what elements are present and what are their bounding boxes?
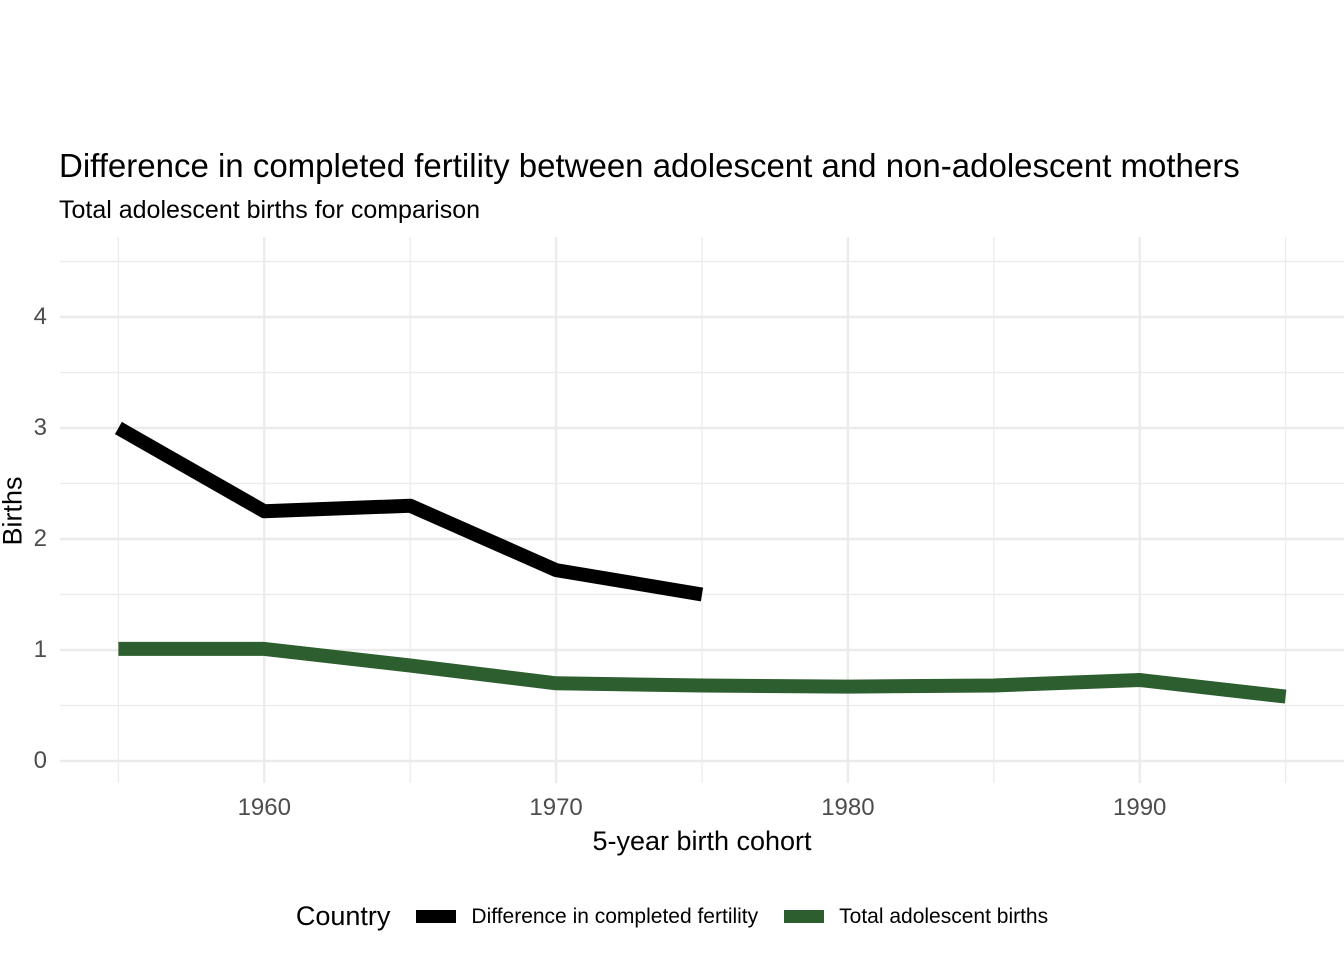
- x-tick-label: 1970: [529, 794, 583, 821]
- y-tick-label: 2: [33, 525, 47, 552]
- plot-area: [60, 237, 1344, 783]
- series-lines: [114, 421, 1287, 704]
- y-tick-label: 4: [33, 303, 47, 330]
- x-tick-label: 1990: [1113, 794, 1167, 821]
- y-axis-title: Births: [0, 476, 28, 546]
- legend-item: Difference in completed fertility: [416, 905, 758, 929]
- chart-title: Difference in completed fertility betwee…: [59, 147, 1240, 184]
- legend-swatch-icon: [784, 910, 825, 923]
- series-line-total-adolescent-births: [118, 641, 1287, 704]
- legend: Country Difference in completed fertilit…: [0, 901, 1344, 932]
- chart-subtitle: Total adolescent births for comparison: [59, 196, 481, 224]
- legend-item: Total adolescent births: [784, 905, 1048, 929]
- series-line-difference-in-completed-fertility: [114, 421, 704, 602]
- legend-item-label: Total adolescent births: [839, 904, 1049, 928]
- x-tick-label: 1980: [821, 794, 875, 821]
- legend-swatch-icon: [416, 910, 457, 923]
- x-tick-label: 1960: [237, 794, 291, 821]
- x-axis-title: 5-year birth cohort: [592, 826, 812, 856]
- legend-item-label: Difference in completed fertility: [471, 904, 759, 928]
- y-tick-label: 0: [33, 747, 47, 774]
- y-tick-label: 3: [33, 414, 47, 441]
- y-tick-label: 1: [33, 636, 47, 663]
- legend-title: Country: [295, 901, 391, 931]
